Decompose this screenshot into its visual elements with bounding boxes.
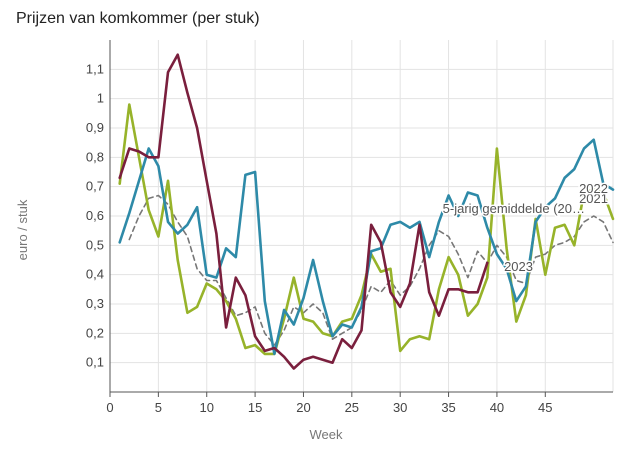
series-line-2022 <box>118 138 615 356</box>
y-tick-label: 1 <box>97 91 104 106</box>
y-tick-label: 0,9 <box>86 120 104 135</box>
x-tick-label: 0 <box>106 400 113 415</box>
series-label-2022: 2022 <box>579 181 608 196</box>
x-tick-label: 45 <box>538 400 552 415</box>
y-tick-label: 0,8 <box>86 149 104 164</box>
series-label-2021: 2021 <box>579 191 608 206</box>
y-tick-label: 0,3 <box>86 296 104 311</box>
y-tick-label: 0,6 <box>86 208 104 223</box>
y-tick-label: 0,5 <box>86 237 104 252</box>
y-tick-label: 1,1 <box>86 61 104 76</box>
x-tick-label: 20 <box>296 400 310 415</box>
x-tick-label: 40 <box>490 400 504 415</box>
x-tick-label: 25 <box>345 400 359 415</box>
series-lines <box>118 53 615 370</box>
axes: 0,10,20,30,40,50,60,70,80,911,10 5 10 15 20 2… <box>86 40 613 415</box>
series-label-2023: 2023 <box>504 259 533 274</box>
y-tick-label: 0,4 <box>86 267 104 282</box>
x-tick-label: 15 <box>248 400 262 415</box>
x-axis-title: Week <box>310 427 343 442</box>
series-label-5-jarig-gemiddelde-20-: 5-jarig gemiddelde (20… <box>443 201 585 216</box>
y-tick-label: 0,1 <box>86 355 104 370</box>
x-tick-label: 5 <box>155 400 162 415</box>
y-tick-label: 0,2 <box>86 325 104 340</box>
series-line-2023 <box>118 53 489 370</box>
chart-title: Prijzen van komkommer (per stuk) <box>16 10 260 27</box>
x-tick-label: 30 <box>393 400 407 415</box>
x-tick-label: 10 <box>199 400 213 415</box>
x-tick-label: 35 <box>441 400 455 415</box>
grid-lines <box>109 40 614 392</box>
y-axis-title: euro / stuk <box>15 199 30 260</box>
y-tick-label: 0,7 <box>86 179 104 194</box>
series-line-2021 <box>118 103 615 356</box>
series-line-5-jarig-gemiddelde-20- <box>128 194 614 346</box>
